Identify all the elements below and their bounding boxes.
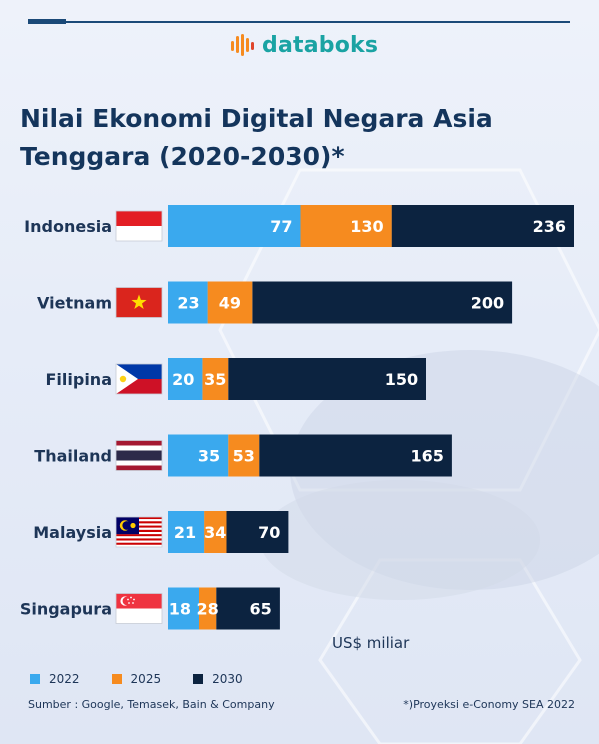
legend: 2022 2025 2030 [30, 672, 275, 686]
category-label-singapura: Singapura [20, 600, 112, 619]
bar-singapura-2030 [216, 587, 280, 630]
bar-filipina-2022 [168, 358, 203, 400]
bar-vietnam-2022 [168, 281, 208, 324]
data-label-malaysia-2022: 21 [174, 523, 196, 542]
data-label-vietnam-2022: 23 [177, 294, 199, 313]
unit-label: US$ miliar [332, 634, 410, 652]
data-label-singapura-2022: 18 [169, 600, 191, 619]
data-label-malaysia-2025: 34 [204, 523, 226, 542]
header-rule [28, 21, 570, 23]
legend-swatch-2030 [193, 674, 204, 684]
data-label-thailand-2025: 53 [233, 447, 255, 466]
data-label-indonesia-2022: 77 [270, 217, 292, 236]
legend-item-2025: 2025 [111, 672, 162, 686]
legend-swatch-2022 [30, 674, 40, 684]
legend-swatch-2025 [111, 674, 122, 684]
databoks-logo-icon [231, 34, 254, 56]
data-label-indonesia-2030: 236 [533, 217, 566, 236]
category-label-filipina: Filipina [45, 370, 112, 389]
data-label-filipina-2025: 35 [204, 370, 226, 389]
flag-filipina-icon [115, 363, 163, 395]
data-label-singapura-2025: 28 [196, 600, 218, 619]
data-label-vietnam-2025: 49 [219, 294, 241, 313]
projection-note: *)Proyeksi e-Conomy SEA 2022 [403, 698, 575, 711]
bar-chart: 77 130 236 Indonesia 23 49 200 Vietnam 20 35 150 Fi… [20, 205, 574, 630]
bar-singapura-2025 [199, 587, 217, 630]
data-label-malaysia-2030: 70 [258, 523, 280, 542]
brand-logo: databoks [230, 32, 378, 58]
data-label-vietnam-2030: 200 [471, 294, 504, 313]
flag-vietnam-icon [115, 287, 163, 318]
data-label-thailand-2022: 35 [198, 447, 220, 466]
bar-indonesia-2025 [300, 205, 392, 247]
bar-filipina-2030 [228, 358, 426, 400]
category-label-vietnam: Vietnam [37, 294, 112, 313]
legend-item-2022: 2022 [30, 672, 80, 686]
bar-filipina-2025 [202, 358, 229, 400]
flag-singapura-icon [115, 593, 163, 624]
data-label-filipina-2030: 150 [385, 370, 418, 389]
bar-thailand-2022 [168, 434, 229, 477]
data-label-thailand-2030: 165 [410, 447, 443, 466]
bar-malaysia-2025 [204, 511, 227, 553]
bar-indonesia-2030 [391, 205, 574, 247]
bar-singapura-2022 [168, 587, 199, 630]
flag-indonesia-icon [115, 210, 163, 242]
data-label-filipina-2022: 20 [172, 370, 194, 389]
legend-label-2025: 2025 [130, 672, 162, 686]
legend-label-2022: 2022 [49, 672, 80, 686]
legend-item-2030: 2030 [193, 672, 243, 686]
source-text: Sumber : Google, Temasek, Bain & Company [28, 698, 275, 711]
bar-malaysia-2030 [226, 511, 289, 553]
bar-indonesia-2022 [168, 205, 301, 247]
bar-vietnam-2025 [207, 281, 253, 324]
category-label-indonesia: Indonesia [24, 217, 112, 236]
chart-title: Nilai Ekonomi Digital Negara Asia Tengga… [20, 104, 493, 171]
category-label-malaysia: Malaysia [33, 523, 112, 542]
flag-malaysia-icon [115, 516, 163, 548]
data-label-singapura-2030: 65 [250, 600, 272, 619]
brand-name: databoks [262, 32, 379, 58]
category-label-thailand: Thailand [34, 447, 112, 466]
bar-thailand-2030 [259, 434, 452, 477]
flag-thailand-icon [115, 440, 163, 471]
data-label-indonesia-2025: 130 [350, 217, 383, 236]
bar-thailand-2025 [228, 434, 260, 477]
bar-vietnam-2030 [252, 281, 513, 324]
legend-label-2030: 2030 [212, 672, 243, 686]
bar-malaysia-2022 [168, 511, 205, 553]
